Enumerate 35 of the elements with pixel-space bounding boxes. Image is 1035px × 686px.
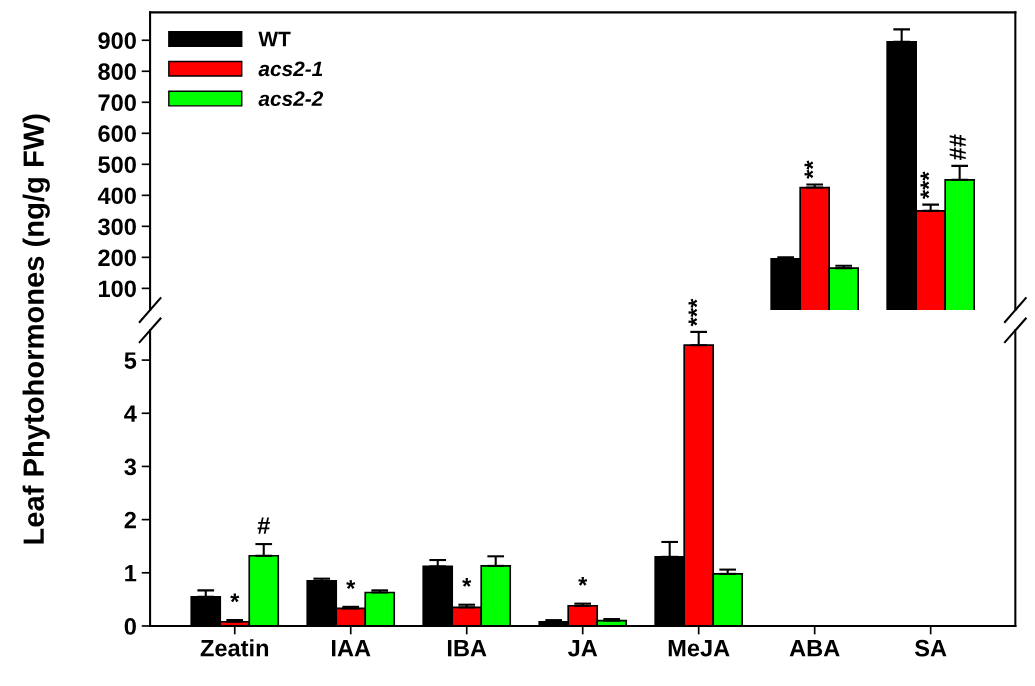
annotation: ** xyxy=(804,160,814,179)
x-tick-label: ABA xyxy=(789,640,840,657)
y-axis-title: Leaf Phytohormones (ng/g FW) xyxy=(22,114,50,544)
x-tick-label: IBA xyxy=(447,640,487,657)
legend-label: WT xyxy=(258,31,291,47)
y-tick-label: 400 xyxy=(97,187,136,205)
y-tick-label: 2 xyxy=(124,511,136,529)
y-tick-label: 0 xyxy=(124,618,136,635)
x-tick-label: SA xyxy=(914,639,947,657)
annotation: ## xyxy=(949,134,966,160)
annotation: *** xyxy=(920,171,930,199)
y-tick-label: 1 xyxy=(125,565,137,582)
y-tick-label: 500 xyxy=(98,156,136,174)
y-tick-label: 100 xyxy=(98,280,136,298)
legend-label: acs2-2 xyxy=(258,91,324,107)
y-tick-label: 4 xyxy=(124,405,137,422)
x-tick-label: Zeatin xyxy=(200,639,269,657)
annotation: *** xyxy=(688,298,698,327)
annotation: # xyxy=(257,517,270,534)
x-tick-label: IAA xyxy=(331,640,371,657)
annotation: * xyxy=(462,578,472,587)
annotation: * xyxy=(230,593,240,603)
legend-label: acs2-1 xyxy=(258,61,323,77)
y-tick-label: 3 xyxy=(124,458,137,476)
y-tick-label: 700 xyxy=(98,94,136,112)
x-tick-label: MeJA xyxy=(668,640,730,657)
y-tick-label: 300 xyxy=(98,218,136,236)
annotation: * xyxy=(346,580,356,589)
annotation: * xyxy=(578,576,588,586)
y-tick-label: 600 xyxy=(98,125,136,143)
y-tick-label: 5 xyxy=(124,352,137,369)
y-tick-label: 200 xyxy=(98,249,136,267)
y-tick-label: 900 xyxy=(98,32,136,50)
x-tick-label: JA xyxy=(567,640,598,657)
y-tick-label: 800 xyxy=(98,63,136,81)
